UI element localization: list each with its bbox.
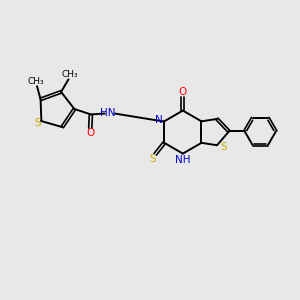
Text: S: S: [220, 142, 227, 152]
Text: S: S: [149, 154, 156, 164]
Text: NH: NH: [175, 154, 190, 165]
Text: CH₃: CH₃: [27, 77, 44, 86]
Text: CH₃: CH₃: [62, 70, 78, 79]
Text: S: S: [34, 118, 41, 128]
Text: O: O: [86, 128, 94, 138]
Text: N: N: [155, 115, 163, 124]
Text: O: O: [179, 87, 187, 98]
Text: HN: HN: [100, 108, 116, 118]
